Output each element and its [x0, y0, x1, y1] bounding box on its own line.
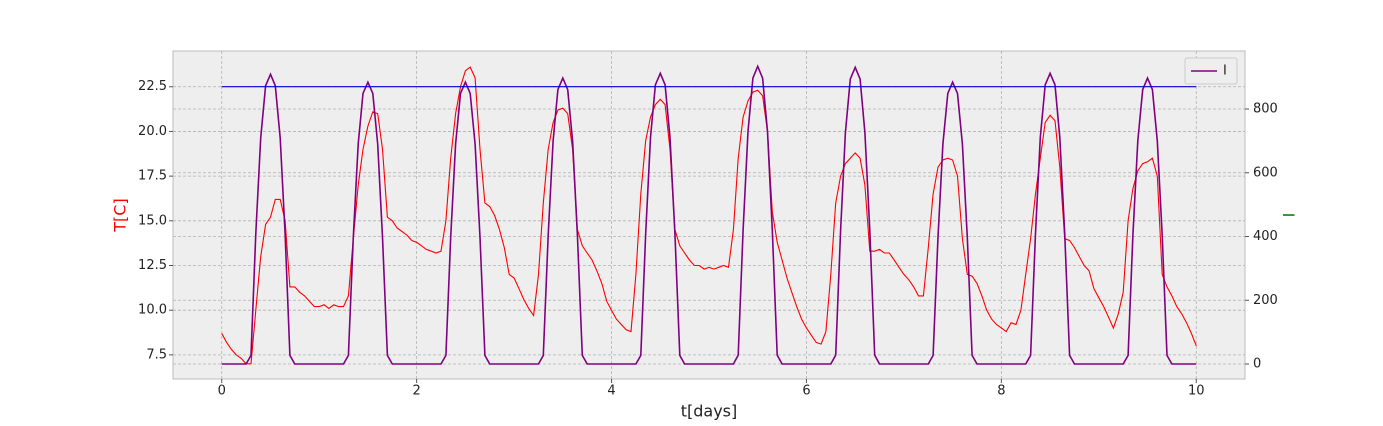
x-tick-label: 6 [802, 384, 810, 399]
x-tick-label: 4 [607, 384, 615, 399]
y-tick-label: 12.5 [138, 258, 167, 273]
y2-tick-label: 200 [1253, 293, 1278, 308]
y2-tick-label: 800 [1253, 102, 1278, 117]
series-line [221, 64, 1197, 365]
legend: I [1184, 57, 1238, 85]
series-line [221, 66, 1197, 365]
x-tick-label: 10 [1188, 384, 1205, 399]
y-tick-label: 22.5 [138, 79, 167, 94]
plot-area [172, 50, 1246, 380]
x-tick-label: 8 [997, 384, 1005, 399]
y2-tick-label: 400 [1253, 229, 1278, 244]
y2-axis-label: I [1280, 213, 1299, 218]
y-axis-label: T[C] [111, 198, 130, 232]
y-tick-label: 10.0 [138, 303, 167, 318]
y-tick-label: 15.0 [138, 213, 167, 228]
x-tick-label: 0 [218, 384, 226, 399]
x-tick-label: 2 [412, 384, 420, 399]
legend-label: I [1223, 64, 1227, 79]
x-axis-label: t[days] [681, 402, 738, 421]
y2-tick-label: 600 [1253, 165, 1278, 180]
y-tick-label: 17.5 [138, 169, 167, 184]
y2-tick-label: 0 [1253, 357, 1261, 372]
y-tick-label: 7.5 [146, 347, 167, 362]
y-tick-label: 20.0 [138, 124, 167, 139]
